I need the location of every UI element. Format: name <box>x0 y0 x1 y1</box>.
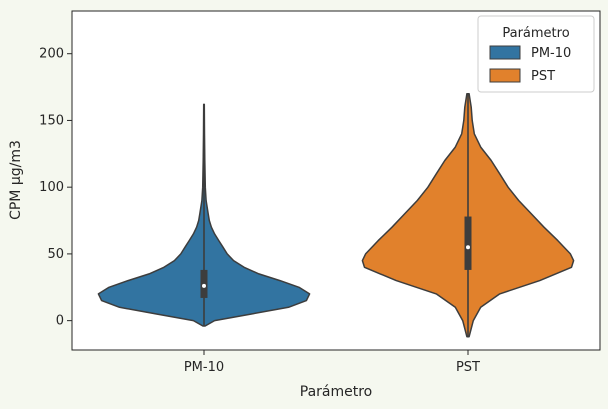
legend-swatch <box>489 68 521 83</box>
y-tick-label: 100 <box>39 180 64 195</box>
legend-title: Parámetro <box>502 26 569 41</box>
legend-label: PST <box>531 69 555 84</box>
x-tick-label: PM-10 <box>184 360 224 375</box>
y-tick-label: 50 <box>47 247 64 262</box>
violin-iqr-box <box>200 269 208 298</box>
violin-median-point <box>466 245 470 250</box>
legend: Parámetro PM-10 PST <box>477 15 595 93</box>
legend-label: PM-10 <box>531 46 571 61</box>
violin-median-point <box>202 283 206 288</box>
y-axis-label: CPM µg/m3 <box>8 140 24 220</box>
y-tick-label: 150 <box>39 113 64 128</box>
violin-iqr-box <box>464 216 472 270</box>
y-tick-label: 0 <box>56 314 64 329</box>
x-tick-label: PST <box>456 360 480 375</box>
y-tick-label: 200 <box>39 47 64 62</box>
legend-swatch <box>489 45 521 60</box>
x-axis-label: Parámetro <box>300 384 372 400</box>
